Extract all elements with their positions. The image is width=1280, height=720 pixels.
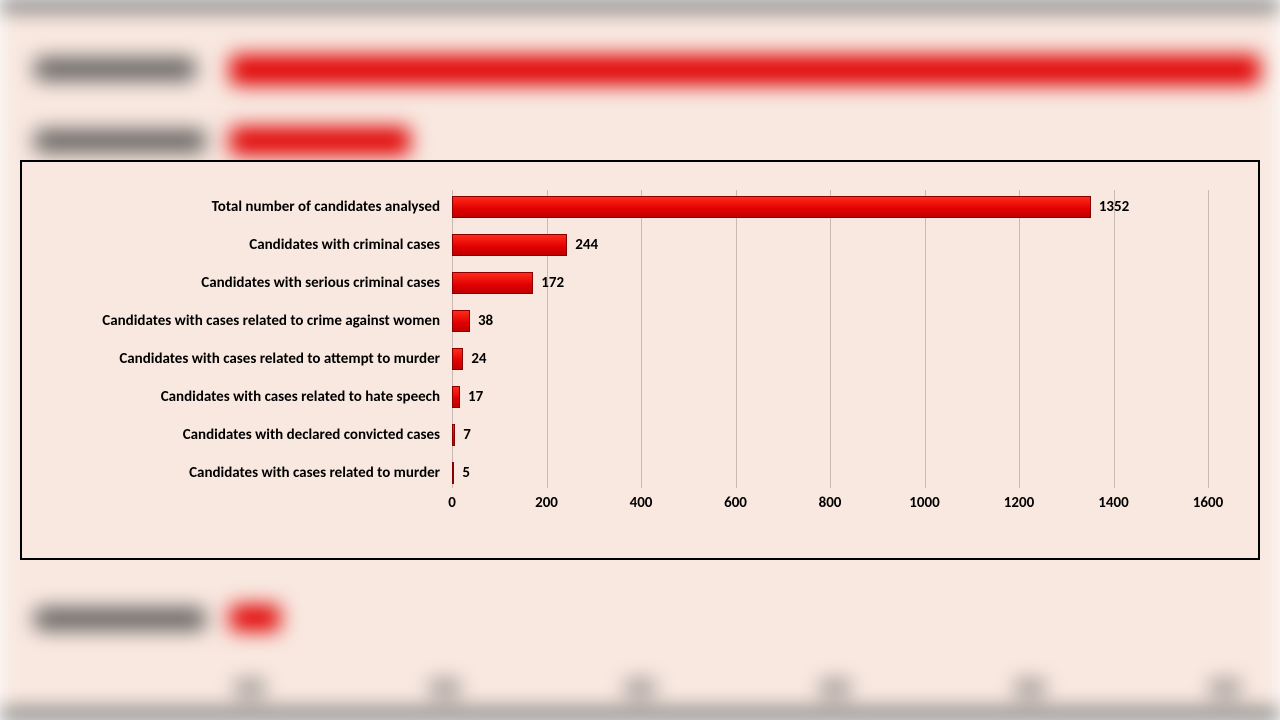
category-label: Candidates with cases related to murder [50,464,440,482]
chart-plot: 02004006008001000120014001600Total numbe… [452,190,1208,488]
bar-row: Total number of candidates analysed1352 [452,196,1208,218]
bar-value-label: 244 [575,236,598,254]
bar-row: Candidates with declared convicted cases… [452,424,1208,446]
bar-value-label: 24 [471,350,486,368]
bar [452,234,567,256]
bg-blur-tick [820,680,850,696]
bg-top-edge [0,0,1280,10]
bar-row: Candidates with criminal cases244 [452,234,1208,256]
bg-blur-tick [1210,680,1240,696]
bar-row: Candidates with cases related to crime a… [452,310,1208,332]
bar-value-label: 17 [468,388,483,406]
category-label: Candidates with declared convicted cases [50,426,440,444]
bar [452,196,1091,218]
x-tick-label: 200 [535,494,558,512]
category-label: Candidates with cases related to crime a… [50,312,440,330]
x-tick-label: 800 [819,494,842,512]
bg-bottom-edge [0,710,1280,720]
bg-blur-bar [230,605,280,631]
bar-row: Candidates with cases related to attempt… [452,348,1208,370]
x-tick-label: 1600 [1193,494,1223,512]
x-tick-label: 1000 [909,494,939,512]
bar [452,386,460,408]
category-label: Total number of candidates analysed [50,198,440,216]
gridline [1208,190,1209,488]
bar-value-label: 172 [541,274,564,292]
bg-blur-tick [235,680,265,696]
x-tick-label: 600 [724,494,747,512]
chart-card: 0 200 400 600 800 1000 1200 1400 1600 Total numbe… [20,160,1260,560]
bar-row: Candidates with cases related to hate sp… [452,386,1208,408]
bg-blur-tick [625,680,655,696]
bg-blur-tick [1015,680,1045,696]
bar [452,348,463,370]
x-tick-label: 1200 [1004,494,1034,512]
bar-value-label: 38 [478,312,493,330]
bg-blur-label [35,58,195,80]
x-tick-label: 400 [630,494,653,512]
x-tick-label: 0 [448,494,456,512]
bar-value-label: 5 [462,464,470,482]
bar [452,272,533,294]
bar-value-label: 1352 [1099,198,1129,216]
category-label: Candidates with criminal cases [50,236,440,254]
bg-blur-bar [230,127,410,155]
bar [452,424,455,446]
bg-blur-label [35,130,205,152]
bar-row: Candidates with serious criminal cases17… [452,272,1208,294]
bar [452,310,470,332]
chart-area: 0 200 400 600 800 1000 1200 1400 1600 Total numbe… [52,190,1228,518]
category-label: Candidates with cases related to attempt… [50,350,440,368]
bg-blur-tick [430,680,460,696]
category-label: Candidates with cases related to hate sp… [50,388,440,406]
x-tick-label: 1400 [1098,494,1128,512]
category-label: Candidates with serious criminal cases [50,274,440,292]
bg-blur-label [35,608,205,630]
bar [452,462,454,484]
bar-value-label: 7 [463,426,471,444]
bg-blur-bar [230,55,1260,85]
bar-row: Candidates with cases related to murder5 [452,462,1208,484]
